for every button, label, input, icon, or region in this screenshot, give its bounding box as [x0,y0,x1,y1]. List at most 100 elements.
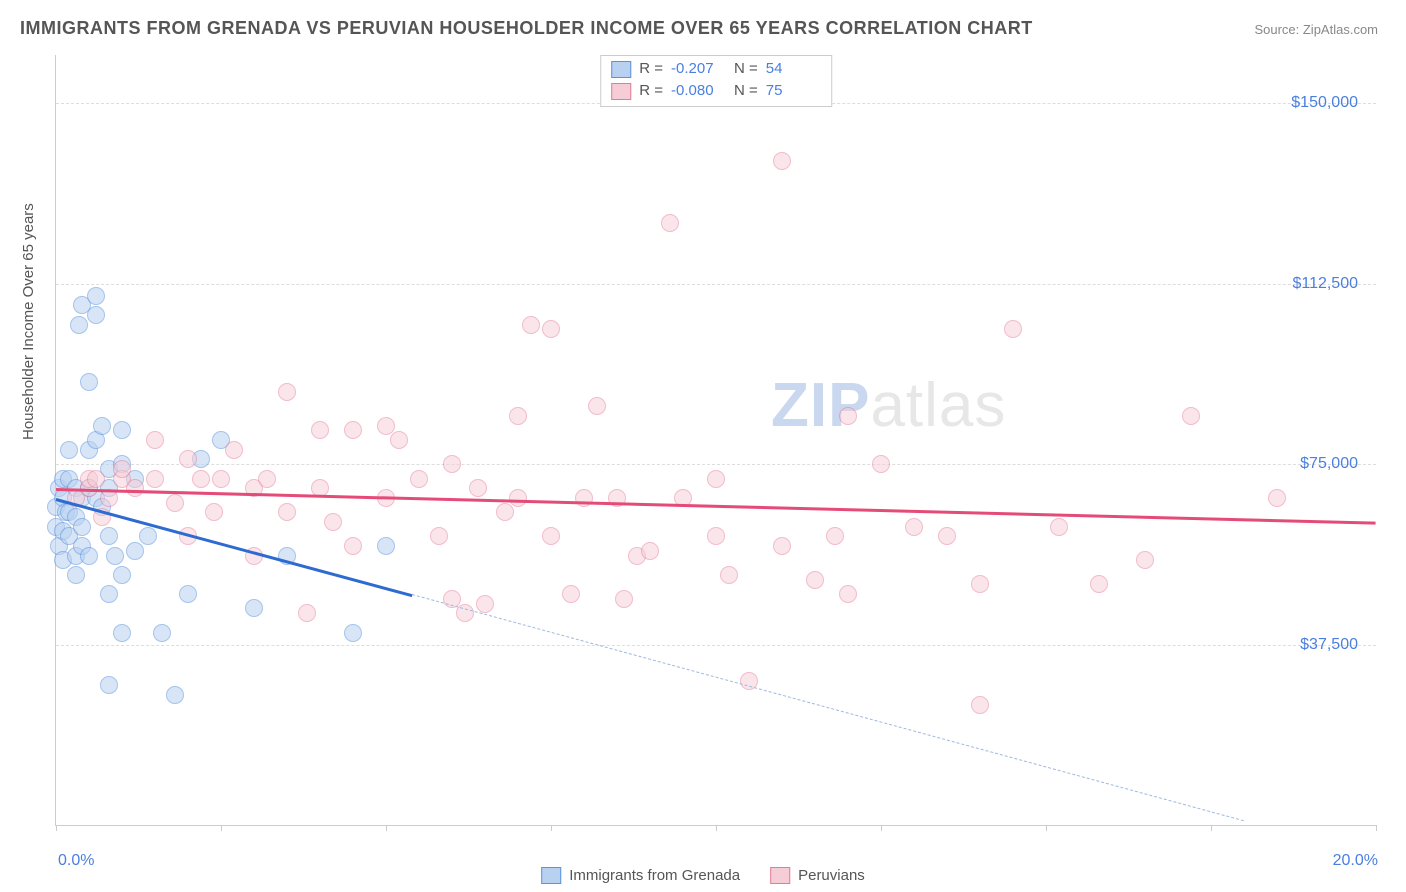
data-point-grenada [73,518,91,536]
x-tick [386,825,387,831]
data-point-peruvians [509,407,527,425]
data-point-grenada [67,566,85,584]
r-label: R = [639,80,663,102]
data-point-peruvians [905,518,923,536]
data-point-grenada [344,624,362,642]
data-point-peruvians [542,527,560,545]
trend-line [56,488,1376,524]
legend-swatch [611,61,631,78]
data-point-peruvians [1050,518,1068,536]
data-point-peruvians [311,421,329,439]
r-value: -0.080 [671,80,726,102]
x-tick [716,825,717,831]
data-point-peruvians [542,320,560,338]
data-point-peruvians [469,479,487,497]
data-point-peruvians [1090,575,1108,593]
y-tick-label: $112,500 [1292,275,1358,293]
data-point-grenada [179,585,197,603]
data-point-grenada [60,441,78,459]
data-point-peruvians [509,489,527,507]
r-label: R = [639,58,663,80]
legend-bottom: Immigrants from Grenada Peruvians [541,867,865,884]
data-point-peruvians [278,383,296,401]
data-point-grenada [100,585,118,603]
data-point-peruvians [1004,320,1022,338]
gridline [56,464,1376,465]
data-point-grenada [166,686,184,704]
data-point-peruvians [496,503,514,521]
gridline [56,284,1376,285]
data-point-grenada [80,547,98,565]
data-point-grenada [93,417,111,435]
data-point-peruvians [179,450,197,468]
x-axis-max-label: 20.0% [1333,852,1378,870]
data-point-peruvians [773,152,791,170]
data-point-peruvians [1136,551,1154,569]
data-point-peruvians [324,513,342,531]
data-point-peruvians [839,585,857,603]
data-point-peruvians [146,431,164,449]
n-value: 75 [766,80,821,102]
trend-line [412,594,1244,821]
data-point-peruvians [377,417,395,435]
data-point-peruvians [87,470,105,488]
x-axis-min-label: 0.0% [58,852,94,870]
data-point-peruvians [258,470,276,488]
y-tick-label: $37,500 [1300,636,1358,654]
correlation-legend-row: R =-0.080N =75 [611,80,821,102]
data-point-peruvians [298,604,316,622]
legend-swatch [541,867,561,884]
data-point-grenada [100,527,118,545]
plot-area: $37,500$75,000$112,500$150,000ZIPatlasR … [55,55,1376,826]
x-tick [1211,825,1212,831]
data-point-grenada [100,676,118,694]
data-point-peruvians [344,537,362,555]
data-point-peruvians [146,470,164,488]
data-point-peruvians [562,585,580,603]
data-point-peruvians [720,566,738,584]
data-point-peruvians [430,527,448,545]
x-tick [221,825,222,831]
data-point-peruvians [1182,407,1200,425]
data-point-grenada [126,542,144,560]
data-point-peruvians [707,527,725,545]
data-point-grenada [87,287,105,305]
data-point-grenada [106,547,124,565]
data-point-peruvians [971,575,989,593]
data-point-peruvians [126,479,144,497]
data-point-grenada [113,624,131,642]
data-point-peruvians [806,571,824,589]
data-point-peruvians [166,494,184,512]
legend-swatch [611,83,631,100]
data-point-peruvians [707,470,725,488]
data-point-peruvians [641,542,659,560]
data-point-grenada [70,316,88,334]
legend-item-grenada: Immigrants from Grenada [541,867,740,884]
source-attribution: Source: ZipAtlas.com [1254,22,1378,37]
data-point-peruvians [410,470,428,488]
chart-title: IMMIGRANTS FROM GRENADA VS PERUVIAN HOUS… [20,18,1033,39]
data-point-peruvians [826,527,844,545]
data-point-peruvians [278,503,296,521]
data-point-peruvians [588,397,606,415]
data-point-grenada [113,421,131,439]
data-point-peruvians [192,470,210,488]
legend-label: Peruvians [798,867,865,884]
x-tick [56,825,57,831]
legend-swatch [770,867,790,884]
data-point-peruvians [938,527,956,545]
data-point-grenada [80,373,98,391]
data-point-peruvians [476,595,494,613]
correlation-legend: R =-0.207N =54R =-0.080N =75 [600,55,832,107]
data-point-peruvians [225,441,243,459]
gridline [56,645,1376,646]
x-tick [1046,825,1047,831]
data-point-peruvians [661,214,679,232]
x-tick [881,825,882,831]
data-point-peruvians [615,590,633,608]
data-point-peruvians [344,421,362,439]
data-point-peruvians [872,455,890,473]
data-point-peruvians [443,455,461,473]
data-point-grenada [113,566,131,584]
x-tick [1376,825,1377,831]
